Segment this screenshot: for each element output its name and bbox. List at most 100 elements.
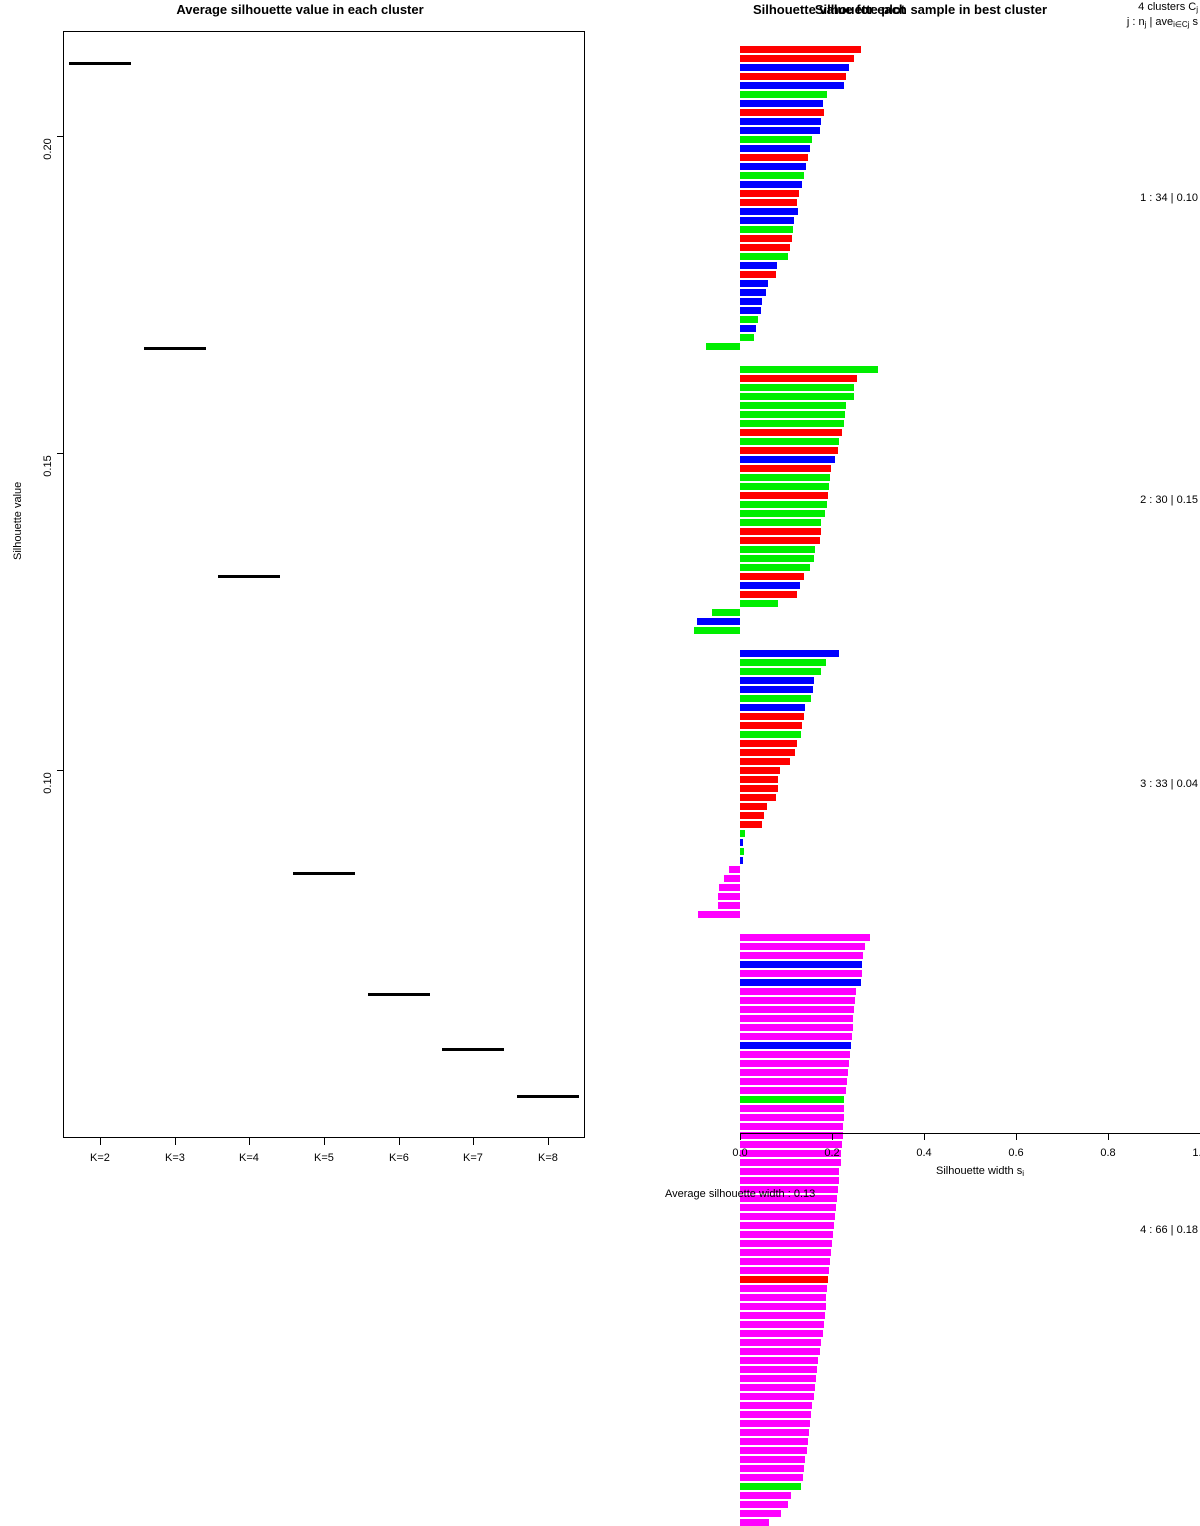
right-x-axis-label-subscript: i — [1022, 1169, 1024, 1178]
silhouette-bar — [740, 1375, 816, 1382]
silhouette-bar — [740, 1384, 815, 1391]
silhouette-bar — [740, 1195, 838, 1202]
silhouette-bar — [740, 821, 762, 828]
silhouette-bar — [740, 181, 803, 188]
silhouette-bar — [740, 154, 809, 161]
silhouette-bar — [740, 1258, 831, 1265]
silhouette-bar — [740, 1249, 832, 1256]
silhouette-bar — [740, 145, 810, 152]
cluster-average-segment — [293, 872, 355, 875]
silhouette-bar — [740, 298, 762, 305]
silhouette-bar — [740, 474, 830, 481]
silhouette-bar — [740, 1222, 834, 1229]
average-silhouette-panel: Average silhouette value in each cluster… — [0, 0, 600, 1200]
silhouette-bar — [740, 1312, 825, 1319]
silhouette-bar — [740, 582, 801, 589]
silhouette-bar — [740, 1240, 832, 1247]
legend-subheader-mid: | ave — [1146, 16, 1174, 28]
silhouette-bar — [740, 1186, 839, 1193]
left-x-tick — [473, 1138, 474, 1145]
left-panel-title: Average silhouette value in each cluster — [176, 2, 424, 17]
left-x-tick-label: K=2 — [90, 1152, 110, 1164]
silhouette-bar — [740, 262, 777, 269]
legend-subheader-text: j : n — [1126, 16, 1145, 28]
silhouette-bar — [740, 109, 824, 116]
silhouette-bar — [740, 235, 792, 242]
silhouette-bar — [740, 465, 831, 472]
left-x-tick-label: K=4 — [239, 1152, 259, 1164]
silhouette-bar — [740, 1438, 809, 1445]
silhouette-bar — [740, 695, 812, 702]
silhouette-bar — [740, 1357, 819, 1364]
silhouette-bar — [740, 226, 794, 233]
silhouette-bar — [740, 510, 826, 517]
silhouette-bar — [740, 1294, 827, 1301]
silhouette-bar — [740, 100, 823, 107]
right-x-tick-label: 0.0 — [732, 1147, 748, 1159]
right-panel-title: Silhouette value for each sample in best… — [752, 2, 1048, 17]
silhouette-bar — [740, 749, 796, 756]
silhouette-bar — [740, 979, 861, 986]
silhouette-bar — [740, 1303, 826, 1310]
silhouette-bar — [718, 893, 740, 900]
silhouette-bar — [740, 289, 766, 296]
left-y-axis-label: Silhouette value — [12, 481, 24, 560]
silhouette-bar — [740, 704, 806, 711]
silhouette-bar — [740, 375, 858, 382]
silhouette-bar — [740, 1159, 841, 1166]
silhouette-bar — [740, 1483, 802, 1490]
silhouette-bar — [740, 1456, 806, 1463]
right-x-tick — [832, 1133, 833, 1140]
left-x-tick — [399, 1138, 400, 1145]
silhouette-bar — [740, 429, 843, 436]
left-x-tick-label: K=8 — [538, 1152, 558, 1164]
silhouette-bar — [740, 1087, 846, 1094]
silhouette-bar — [740, 46, 861, 53]
silhouette-bar — [740, 366, 878, 373]
left-x-tick — [324, 1138, 325, 1145]
silhouette-bar — [740, 731, 801, 738]
legend-subheader: j : nj | avei∈Cj s — [1127, 16, 1198, 29]
right-x-axis-label: Silhouette width si — [780, 1165, 1180, 1178]
silhouette-bar — [724, 875, 740, 882]
cluster-average-segment — [69, 62, 131, 65]
silhouette-bar — [740, 1231, 833, 1238]
legend-subheader-tail: s — [1189, 16, 1198, 28]
right-x-tick-label: 0.8 — [1100, 1147, 1116, 1159]
silhouette-bar — [740, 1411, 812, 1418]
silhouette-bar — [740, 1042, 852, 1049]
silhouette-bar — [740, 1519, 769, 1526]
silhouette-bar — [740, 411, 845, 418]
silhouette-bar — [740, 848, 744, 855]
right-x-tick-label: 0.2 — [824, 1147, 840, 1159]
silhouette-bar — [740, 316, 759, 323]
silhouette-bar — [718, 902, 740, 909]
silhouette-bar — [740, 492, 828, 499]
silhouette-bar — [740, 803, 767, 810]
silhouette-bar — [740, 1276, 828, 1283]
silhouette-bar — [740, 1474, 803, 1481]
left-y-tick-label: 0.20 — [42, 138, 54, 160]
silhouette-bar — [740, 839, 743, 846]
right-x-axis-line — [740, 1133, 1200, 1134]
silhouette-bar — [740, 668, 822, 675]
silhouette-bar — [740, 1069, 848, 1076]
silhouette-bar — [740, 1420, 810, 1427]
silhouette-bar — [740, 1330, 823, 1337]
silhouette-bars — [600, 0, 1200, 1526]
silhouette-bar — [740, 483, 829, 490]
silhouette-bar — [740, 1492, 791, 1499]
silhouette-bar — [740, 1501, 789, 1508]
silhouette-bar — [740, 812, 765, 819]
right-x-tick — [1108, 1133, 1109, 1140]
silhouette-bar — [718, 884, 740, 891]
legend-header: 4 clusters Cj — [1138, 1, 1198, 14]
left-x-tick — [100, 1138, 101, 1145]
silhouette-bar — [740, 1060, 849, 1067]
silhouette-bar — [740, 280, 768, 287]
silhouette-bar — [740, 1024, 853, 1031]
silhouette-bar — [740, 659, 826, 666]
silhouette-bar — [740, 253, 789, 260]
silhouette-bar — [740, 1204, 836, 1211]
silhouette-bar — [740, 325, 756, 332]
